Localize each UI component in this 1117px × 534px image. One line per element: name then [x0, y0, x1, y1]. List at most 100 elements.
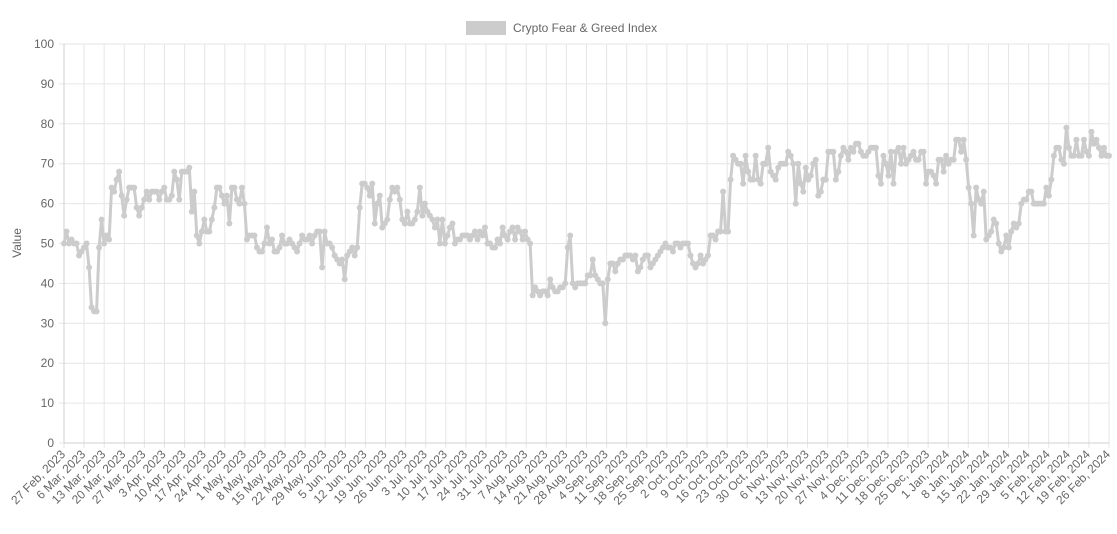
data-point[interactable]: [98, 216, 105, 223]
data-point[interactable]: [231, 184, 238, 191]
data-point[interactable]: [978, 200, 985, 207]
data-point[interactable]: [261, 240, 268, 247]
data-point[interactable]: [1100, 144, 1107, 151]
data-point[interactable]: [141, 196, 148, 203]
data-point[interactable]: [988, 228, 995, 235]
data-point[interactable]: [436, 240, 443, 247]
data-point[interactable]: [845, 156, 852, 163]
data-point[interactable]: [943, 152, 950, 159]
data-point[interactable]: [96, 244, 103, 251]
data-point[interactable]: [198, 228, 205, 235]
data-point[interactable]: [795, 160, 802, 167]
legend-swatch[interactable]: [466, 21, 506, 35]
data-point[interactable]: [832, 176, 839, 183]
data-point[interactable]: [1043, 184, 1050, 191]
data-point[interactable]: [258, 248, 265, 255]
data-point[interactable]: [419, 212, 426, 219]
data-point[interactable]: [980, 188, 987, 195]
data-point[interactable]: [1050, 152, 1057, 159]
data-point[interactable]: [885, 172, 892, 179]
data-point[interactable]: [306, 232, 313, 239]
data-point[interactable]: [973, 184, 980, 191]
data-point[interactable]: [226, 220, 233, 227]
data-point[interactable]: [504, 236, 511, 243]
data-point[interactable]: [1000, 244, 1007, 251]
data-point[interactable]: [1008, 228, 1015, 235]
data-point[interactable]: [431, 224, 438, 231]
data-point[interactable]: [1093, 136, 1100, 143]
data-point[interactable]: [890, 180, 897, 187]
data-point[interactable]: [479, 232, 486, 239]
data-point[interactable]: [1070, 152, 1077, 159]
data-point[interactable]: [958, 148, 965, 155]
data-point[interactable]: [529, 292, 536, 299]
data-point[interactable]: [61, 240, 67, 247]
data-point[interactable]: [790, 160, 797, 167]
data-point[interactable]: [880, 152, 887, 159]
data-point[interactable]: [772, 176, 779, 183]
data-point[interactable]: [196, 240, 203, 247]
data-point[interactable]: [765, 144, 772, 151]
data-point[interactable]: [384, 216, 391, 223]
data-point[interactable]: [837, 152, 844, 159]
data-point[interactable]: [349, 244, 356, 251]
data-point[interactable]: [527, 240, 534, 247]
data-point[interactable]: [131, 184, 138, 191]
data-point[interactable]: [171, 168, 178, 175]
data-point[interactable]: [740, 180, 747, 187]
data-point[interactable]: [830, 148, 837, 155]
data-point[interactable]: [797, 180, 804, 187]
data-point[interactable]: [1003, 232, 1010, 239]
data-point[interactable]: [1078, 152, 1085, 159]
data-point[interactable]: [386, 196, 393, 203]
data-point[interactable]: [341, 276, 348, 283]
data-point[interactable]: [720, 188, 727, 195]
data-point[interactable]: [887, 148, 894, 155]
data-point[interactable]: [599, 280, 606, 287]
data-point[interactable]: [376, 192, 383, 199]
data-point[interactable]: [296, 240, 303, 247]
data-point[interactable]: [321, 228, 328, 235]
data-point[interactable]: [146, 196, 153, 203]
data-point[interactable]: [223, 192, 230, 199]
data-point[interactable]: [920, 148, 927, 155]
data-point[interactable]: [439, 216, 446, 223]
data-point[interactable]: [940, 168, 947, 175]
data-point[interactable]: [727, 176, 734, 183]
data-point[interactable]: [512, 236, 519, 243]
data-point[interactable]: [950, 156, 957, 163]
data-point[interactable]: [965, 184, 972, 191]
data-point[interactable]: [374, 200, 381, 207]
data-point[interactable]: [792, 200, 799, 207]
data-point[interactable]: [201, 216, 208, 223]
data-point[interactable]: [123, 196, 130, 203]
data-point[interactable]: [394, 184, 401, 191]
data-point[interactable]: [191, 188, 198, 195]
data-point[interactable]: [898, 160, 904, 167]
data-point[interactable]: [83, 240, 90, 247]
data-point[interactable]: [121, 212, 128, 219]
data-point[interactable]: [669, 248, 676, 255]
data-point[interactable]: [156, 196, 163, 203]
data-point[interactable]: [582, 280, 589, 287]
data-point[interactable]: [1088, 128, 1095, 135]
data-point[interactable]: [404, 208, 411, 215]
data-point[interactable]: [411, 216, 418, 223]
data-point[interactable]: [762, 160, 769, 167]
data-point[interactable]: [401, 220, 408, 227]
data-point[interactable]: [850, 148, 857, 155]
data-point[interactable]: [877, 180, 884, 187]
data-point[interactable]: [970, 232, 977, 239]
data-point[interactable]: [294, 248, 301, 255]
data-point[interactable]: [725, 228, 732, 235]
data-point[interactable]: [497, 240, 504, 247]
data-point[interactable]: [356, 204, 363, 211]
data-point[interactable]: [316, 228, 323, 235]
data-point[interactable]: [138, 204, 145, 211]
data-point[interactable]: [737, 160, 744, 167]
data-point[interactable]: [632, 252, 639, 259]
data-point[interactable]: [319, 264, 326, 271]
data-point[interactable]: [236, 200, 243, 207]
data-point[interactable]: [687, 252, 694, 259]
legend-label[interactable]: Crypto Fear & Greed Index: [513, 21, 657, 35]
